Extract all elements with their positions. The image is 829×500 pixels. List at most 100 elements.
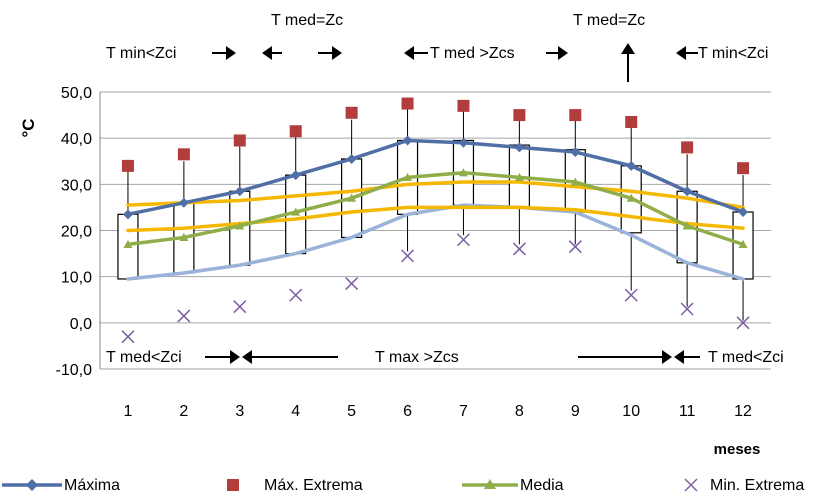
point-min-extrema — [512, 242, 526, 256]
point-maxima — [682, 186, 693, 197]
arrowhead — [676, 46, 686, 60]
point-max-extrema — [513, 109, 526, 122]
point-min-extrema — [401, 249, 415, 263]
series-line-media — [126, 171, 745, 247]
point-media — [738, 239, 748, 248]
x-tick-label: 6 — [403, 403, 412, 420]
point-media — [626, 193, 636, 202]
y-tick-label: 30,0 — [61, 177, 92, 194]
arrowhead — [242, 350, 252, 364]
y-tick-label: 20,0 — [61, 224, 92, 241]
x-tick-label: 1 — [124, 403, 133, 420]
series-lines — [126, 138, 745, 281]
point-max-extrema — [737, 162, 750, 175]
point-max-extrema — [289, 125, 302, 138]
point-max-extrema — [569, 109, 582, 122]
y-tick-label: 40,0 — [61, 131, 92, 148]
x-tick-label: 5 — [347, 403, 356, 420]
x-tick-label: 12 — [734, 403, 752, 420]
point-maxima — [514, 142, 525, 153]
series-line-maxima — [126, 138, 745, 217]
point-maxima — [626, 160, 637, 171]
point-min-extrema — [345, 277, 359, 291]
reference-line-3 — [126, 205, 745, 233]
point-media — [514, 172, 524, 182]
point-maxima — [346, 153, 357, 164]
point-min-extrema — [121, 330, 135, 344]
point-min-extrema — [736, 316, 750, 330]
point-media — [347, 193, 357, 202]
legend-marker-maxima — [26, 479, 38, 491]
arrowhead — [662, 350, 672, 364]
point-max-extrema — [457, 99, 470, 112]
point-maxima — [402, 135, 413, 146]
arrowhead — [404, 46, 414, 60]
arrowhead — [262, 46, 272, 60]
point-max-extrema — [177, 148, 190, 161]
point-media — [179, 232, 189, 242]
arrowhead — [674, 350, 684, 364]
point-maxima — [458, 137, 469, 148]
point-maxima — [570, 147, 581, 158]
annotations: T min<Zci T med=Zc T med >Zcs T med=Zc T… — [106, 12, 784, 366]
point-maxima — [738, 207, 749, 218]
x-axis-label: meses — [714, 441, 761, 458]
x-tick-label: 10 — [622, 403, 640, 420]
legend-label-min-extrema: Min. Extrema — [710, 477, 804, 494]
point-maxima — [290, 170, 301, 181]
point-media — [570, 177, 580, 186]
x-tick-label: 9 — [571, 403, 580, 420]
point-max-extrema — [345, 106, 358, 119]
x-tick-labels: 1 2 3 4 5 6 7 8 9 10 11 12 — [124, 403, 753, 420]
y-tick-label: -10,0 — [56, 362, 93, 379]
x-tick-label: 7 — [459, 403, 468, 420]
point-min-extrema — [624, 288, 638, 302]
x-tick-label: 3 — [235, 403, 244, 420]
annotation-tmin-right: T min<Zci — [698, 45, 768, 62]
annotation-tmed-eq-top: T med=Zc — [271, 12, 343, 29]
y-tick-label: 0,0 — [70, 316, 92, 333]
point-maxima — [122, 209, 133, 220]
legend-label-max-extrema: Máx. Extrema — [264, 477, 363, 494]
point-min-extrema — [177, 309, 191, 323]
point-media — [403, 172, 413, 182]
y-tick-label: 10,0 — [61, 270, 92, 287]
x-tick-label: 8 — [515, 403, 524, 420]
annotation-tmin-left: T min<Zci — [106, 45, 176, 62]
y-tick-labels: -10,0 0,0 10,0 20,0 30,0 40,0 50,0 — [56, 85, 93, 379]
point-maxima — [234, 186, 245, 197]
legend-label-maxima: Máxima — [64, 477, 120, 494]
x-tick-label: 2 — [179, 403, 188, 420]
legend-marker-max-extrema — [227, 479, 239, 491]
arrowhead — [621, 43, 635, 54]
point-max-extrema — [681, 141, 694, 154]
point-media — [682, 221, 692, 230]
annotation-tmed-lt-left: T med<Zci — [106, 349, 182, 366]
arrowhead — [226, 46, 236, 60]
point-media — [291, 207, 301, 216]
point-min-extrema — [680, 302, 694, 316]
point-max-extrema — [401, 97, 414, 110]
point-media — [123, 239, 133, 248]
legend-label-media: Media — [520, 477, 564, 494]
annotation-tmax-gt: T max >Zcs — [375, 349, 459, 366]
reference-line-2 — [126, 180, 745, 210]
y-tick-label: 50,0 — [61, 85, 92, 102]
point-min-extrema — [568, 240, 582, 254]
annotation-tmed-eq-right: T med=Zc — [573, 12, 645, 29]
arrowhead — [558, 46, 568, 60]
annotation-tmed-gt: T med >Zcs — [430, 45, 515, 62]
arrowhead — [332, 46, 342, 60]
point-maxima — [178, 197, 189, 208]
point-media — [235, 221, 245, 230]
annotation-arrows — [205, 43, 700, 364]
point-media — [458, 168, 468, 177]
series-markers — [121, 97, 750, 344]
x-tick-label: 11 — [679, 403, 696, 420]
reference-line-1 — [126, 203, 745, 281]
point-max-extrema — [233, 134, 246, 147]
arrowhead — [230, 350, 240, 364]
grid-lines — [99, 91, 771, 370]
legend-marker-min-extrema — [684, 478, 698, 492]
